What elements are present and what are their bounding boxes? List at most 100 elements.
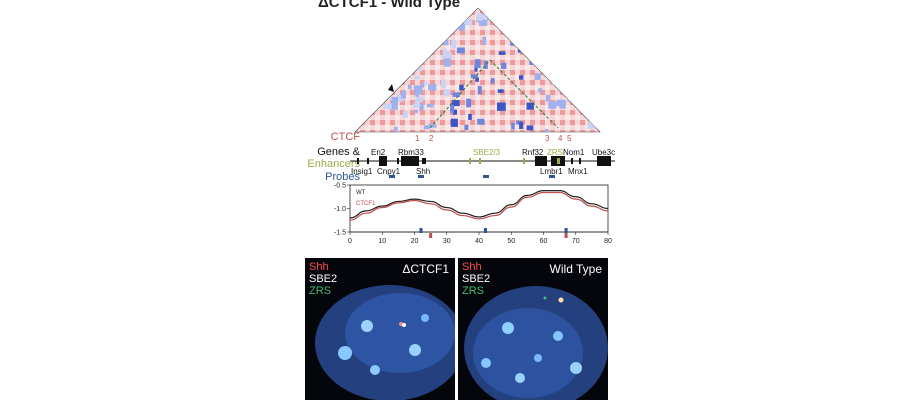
gene-label-en2: En2 — [371, 148, 386, 157]
hic-cell — [450, 104, 455, 113]
hic-cell — [391, 96, 398, 106]
hic-cell — [397, 21, 405, 27]
hic-cell — [482, 36, 487, 45]
hic-cell — [401, 16, 410, 25]
hic-cell — [459, 84, 464, 91]
hic-cell — [389, 105, 398, 110]
hic-cell — [545, 94, 551, 102]
gene-block-rbm33 — [401, 156, 419, 166]
y-tick-label: -1.5 — [334, 230, 346, 237]
probe-position-mark — [429, 233, 433, 238]
hic-cell — [389, 11, 397, 15]
hic-cell — [519, 121, 524, 129]
hic-cell — [566, 61, 570, 66]
hic-cell — [425, 51, 430, 59]
channel-label-shh: Shh — [462, 261, 482, 273]
hic-cell — [586, 10, 593, 18]
hic-cell — [418, 68, 422, 72]
gene-label-lmbr1: Lmbr1 — [540, 167, 563, 176]
plot-frame — [349, 184, 609, 233]
hic-cell — [581, 20, 587, 25]
hic-cell — [418, 58, 425, 64]
hic-cell — [569, 90, 575, 98]
hic-cell — [587, 105, 596, 111]
legend-label-ctcf1: CTCF1 — [356, 201, 376, 207]
hic-cell — [511, 122, 515, 130]
hic-cell — [428, 124, 437, 128]
hic-cell — [570, 78, 574, 83]
hic-cell — [575, 75, 584, 83]
micrograph-wild-type: Shh SBE2 ZRS Wild Type — [458, 258, 608, 400]
hic-cell — [426, 10, 433, 18]
distance-line-chart: 0 10 20 30 40 50 60 70 80 -0.5 -1.0 -1.5 WT CTCF1 — [334, 183, 612, 246]
series-line-wt — [349, 190, 609, 219]
gene-block-shh — [422, 158, 426, 164]
genes-track-label: Genes & — [317, 146, 360, 158]
probe-mark — [483, 175, 489, 178]
gene-label-cnpy1: Cnpy1 — [377, 167, 401, 176]
hic-cell — [474, 59, 481, 68]
hic-cell — [568, 51, 574, 56]
hic-cell — [399, 27, 404, 33]
probe-position-mark — [419, 228, 423, 233]
hic-cell — [538, 88, 543, 93]
hic-cell — [510, 42, 516, 46]
hic-cell — [487, 16, 493, 21]
nucleus-image — [458, 258, 608, 400]
y-tick-label: -0.5 — [334, 183, 346, 190]
hic-cell — [364, 74, 373, 83]
hic-cell — [556, 99, 564, 107]
hic-cell — [538, 35, 544, 43]
probe-position-mark — [483, 228, 487, 233]
probe-position-mark — [564, 228, 568, 233]
hic-cell — [582, 106, 588, 110]
hic-cell — [466, 98, 472, 108]
hic-cell — [440, 79, 446, 88]
hic-cell — [513, 10, 517, 15]
genomic-tracks: 1 2 3 4 5 En2 Rbm33 Rnf32 Nom1 Ube3c SBE… — [350, 134, 615, 178]
micrograph-delta-ctcf1: Shh SBE2 ZRS ΔCTCF1 — [305, 258, 455, 400]
hic-cell — [452, 100, 460, 107]
hic-cell — [501, 13, 508, 18]
hic-cell — [526, 102, 534, 110]
hic-cell — [395, 67, 402, 74]
hic-cell — [567, 91, 575, 101]
hic-cell — [407, 73, 412, 77]
x-tick-label: 60 — [540, 238, 548, 245]
hic-cell — [401, 90, 406, 99]
enhancer-mark — [479, 158, 481, 164]
x-tick-label: 20 — [411, 238, 419, 245]
hic-cell — [458, 23, 465, 31]
hic-cell — [428, 28, 433, 34]
gene-label-shh: Shh — [416, 167, 430, 176]
hic-cell — [456, 47, 465, 54]
gene-block-mnx1 — [579, 158, 581, 164]
hic-cell — [428, 84, 435, 91]
channel-label-shh: Shh — [309, 261, 329, 273]
domain-boundary-line — [489, 59, 559, 129]
hic-cell — [398, 10, 406, 14]
hic-cell — [591, 41, 595, 50]
hic-cell — [526, 11, 531, 16]
gene-block — [397, 158, 399, 164]
x-tick-label: 80 — [604, 238, 612, 245]
hic-cell — [477, 85, 482, 95]
nucleus-image — [305, 258, 455, 400]
hic-cell — [414, 75, 420, 80]
condition-label: Wild Type — [549, 262, 602, 276]
domain-boundary-line — [429, 59, 491, 129]
gene-label-rnf32: Rnf32 — [522, 148, 544, 157]
hic-cell — [517, 43, 522, 53]
hic-cell — [476, 13, 483, 21]
channel-label-sbe2: SBE2 — [462, 273, 491, 285]
ctcf-track-label: CTCF — [330, 131, 360, 143]
hic-cell — [497, 89, 504, 93]
hic-cell — [522, 24, 530, 30]
gene-block — [367, 158, 369, 164]
hic-cell — [423, 80, 427, 86]
hic-cell — [474, 65, 478, 72]
gene-block — [357, 158, 359, 164]
condition-label: ΔCTCF1 — [402, 262, 449, 276]
enhancer-mark — [523, 158, 525, 164]
y-tick-label: -1.0 — [334, 206, 346, 213]
